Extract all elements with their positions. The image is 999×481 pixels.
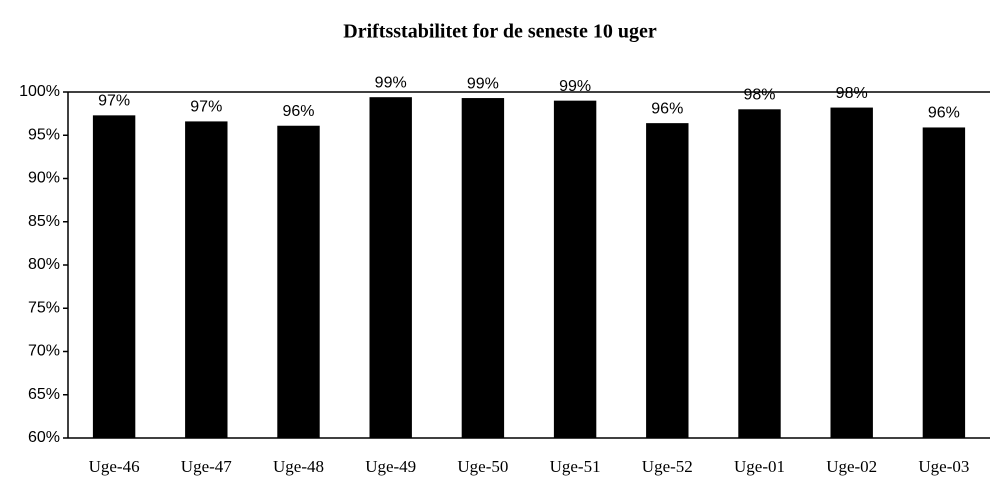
data-label: 96%: [282, 103, 314, 120]
data-label: 96%: [928, 105, 960, 122]
y-tick-label: 65%: [28, 386, 60, 403]
bar: [738, 109, 781, 439]
data-label: 98%: [743, 87, 775, 104]
x-tick-label: Uge-03: [918, 457, 969, 476]
bar: [92, 115, 136, 438]
data-label: 97%: [190, 99, 222, 116]
x-tick-label: Uge-49: [365, 457, 416, 476]
bar: [461, 98, 505, 439]
y-tick-label: 80%: [28, 256, 60, 273]
x-tick-label: Uge-51: [550, 457, 601, 476]
y-tick-label: 95%: [28, 126, 60, 143]
y-tick-label: 90%: [28, 170, 60, 187]
x-tick-label: Uge-46: [89, 457, 140, 476]
x-tick-label: Uge-01: [734, 457, 785, 476]
data-label: 98%: [836, 85, 868, 102]
y-tick-label: 85%: [28, 213, 60, 230]
data-label: 99%: [467, 75, 499, 92]
bar: [830, 107, 873, 438]
bar: [369, 97, 412, 438]
data-label: 96%: [651, 100, 683, 117]
x-tick-label: Uge-50: [457, 457, 508, 476]
x-tick-label: Uge-47: [181, 457, 232, 476]
y-tick-label: 100%: [19, 83, 60, 100]
data-label: 99%: [375, 74, 407, 91]
bar: [185, 121, 228, 438]
y-tick-label: 60%: [28, 429, 60, 446]
x-tick-label: Uge-52: [642, 457, 693, 476]
data-label: 97%: [98, 93, 130, 110]
bar: [922, 127, 966, 438]
bar: [277, 125, 320, 439]
bar: [646, 123, 689, 438]
y-tick-label: 75%: [28, 299, 60, 316]
data-label: 99%: [559, 78, 591, 95]
x-tick-label: Uge-48: [273, 457, 324, 476]
chart-title: Driftsstabilitet for de seneste 10 uger: [343, 21, 657, 43]
x-tick-label: Uge-02: [826, 457, 877, 476]
bar: [553, 100, 597, 439]
y-tick-label: 70%: [28, 343, 60, 360]
